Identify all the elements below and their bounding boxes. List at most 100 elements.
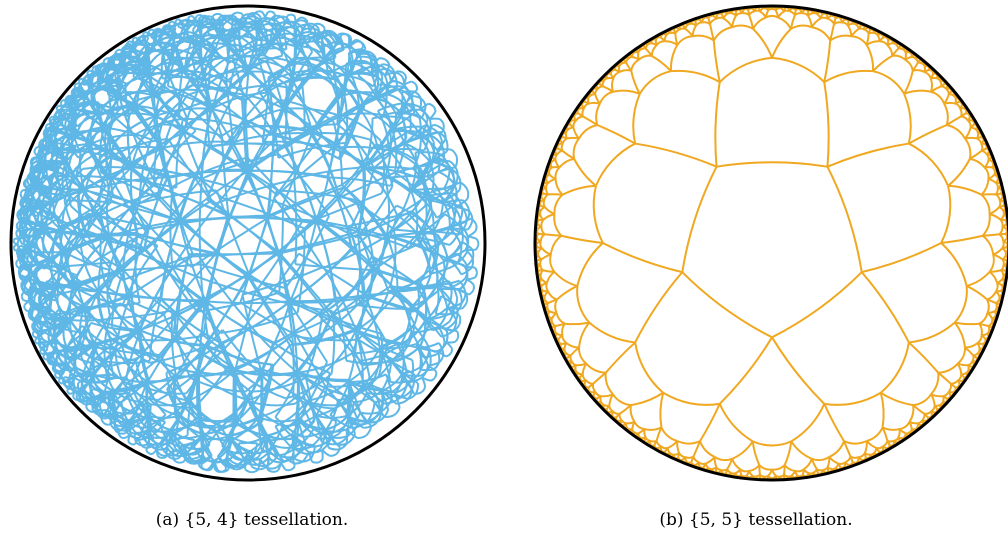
tessellation-edge xyxy=(226,447,241,463)
tessellation-edge xyxy=(58,104,63,108)
tessellation-edge xyxy=(567,123,571,127)
tessellation-edge xyxy=(474,244,480,251)
tessellation-edge xyxy=(177,460,185,464)
tessellation-edge xyxy=(967,120,972,128)
tessellation-edge xyxy=(981,142,986,146)
tessellation-edge xyxy=(714,455,733,462)
tessellation-edge xyxy=(641,436,647,440)
tessellation-edge xyxy=(251,468,259,474)
tessellation-edge xyxy=(389,143,406,187)
tessellation-edge xyxy=(77,78,81,82)
tessellation-edge xyxy=(107,235,173,268)
tessellation-edge xyxy=(72,396,76,401)
tessellation-edge xyxy=(80,100,99,105)
tessellation-edge xyxy=(455,307,459,321)
tessellation-edge xyxy=(537,258,542,262)
tessellation-edge xyxy=(980,179,990,196)
tessellation-edge xyxy=(202,468,209,471)
tessellation-edge xyxy=(400,320,426,346)
tessellation-edge xyxy=(183,42,192,71)
tessellation-edge xyxy=(54,370,61,375)
tessellation-edge xyxy=(385,59,391,66)
tessellation-edge xyxy=(27,315,33,321)
tessellation-edge xyxy=(201,153,279,180)
tessellation-edge xyxy=(121,254,194,282)
tessellation-edge xyxy=(305,32,318,46)
tessellation-edge xyxy=(259,19,272,25)
tessellation-edge xyxy=(245,399,296,407)
tessellation-edge xyxy=(266,435,280,457)
tessellation-edge xyxy=(604,372,614,395)
tessellation-edge xyxy=(135,210,193,268)
tessellation-edge xyxy=(545,282,550,293)
tessellation-edge xyxy=(134,360,156,401)
tessellation-edge xyxy=(127,440,132,445)
tessellation-edge xyxy=(349,40,358,47)
tessellation-edge xyxy=(726,458,734,470)
tessellation-edge xyxy=(40,341,48,347)
tessellation-edge xyxy=(84,372,111,377)
tessellation-edge xyxy=(172,32,177,48)
tessellation-edge xyxy=(432,105,437,113)
tessellation-edge xyxy=(116,48,121,52)
tessellation-edge xyxy=(572,120,577,128)
tessellation-edge xyxy=(964,127,972,140)
tessellation-edge xyxy=(135,104,184,120)
tessellation-edge xyxy=(654,39,658,46)
tessellation-edge xyxy=(823,69,874,83)
tessellation-edge xyxy=(886,44,894,56)
tessellation-edge xyxy=(77,82,84,88)
tessellation-edge xyxy=(58,106,64,113)
tessellation-edge xyxy=(296,228,306,313)
tessellation-edge xyxy=(933,404,939,410)
tessellation-edge xyxy=(546,172,550,176)
tessellation-edge xyxy=(980,194,991,215)
tessellation-edge xyxy=(319,35,324,53)
tessellation-edge xyxy=(191,84,243,101)
tessellation-edge xyxy=(72,342,96,361)
tessellation-edge xyxy=(267,10,272,14)
tessellation-edge xyxy=(978,312,989,325)
tessellation-edge xyxy=(328,446,340,451)
tessellation-edge xyxy=(764,9,770,18)
tessellation-edge xyxy=(541,191,544,195)
tessellation-edge xyxy=(345,429,349,444)
tessellation-edge xyxy=(827,142,910,168)
tessellation-edge xyxy=(820,11,824,15)
tessellation-edge xyxy=(955,385,959,389)
tessellation-edge xyxy=(118,70,130,94)
tessellation-edge xyxy=(964,109,968,114)
tessellation-edge xyxy=(54,175,77,202)
tessellation-edge xyxy=(418,177,433,213)
tessellation-edge xyxy=(857,24,862,30)
tessellation-edge xyxy=(908,404,915,423)
tessellation-edge xyxy=(394,163,431,174)
tessellation-edge xyxy=(95,63,101,68)
tessellation-edge xyxy=(614,68,621,73)
tessellation-edge xyxy=(167,85,214,110)
tessellation-edge xyxy=(63,200,81,238)
tessellation-edge xyxy=(557,334,563,340)
tessellation-edge xyxy=(803,458,813,471)
tessellation-edge xyxy=(778,476,782,480)
tessellation-edge xyxy=(605,341,636,374)
tessellation-edge xyxy=(172,267,222,334)
tessellation-edge xyxy=(554,179,564,196)
tessellation-edge xyxy=(192,54,220,86)
tessellation-edge xyxy=(138,43,149,48)
tessellation-edge xyxy=(413,90,422,99)
tessellation-edge xyxy=(78,397,83,404)
tessellation-edge xyxy=(51,363,56,370)
tessellation-edge xyxy=(986,299,990,314)
tessellation-edge xyxy=(903,93,912,144)
tessellation-edge xyxy=(130,385,150,415)
tessellation-edge xyxy=(319,23,326,30)
tessellation-edge xyxy=(15,229,19,235)
tessellation-edge xyxy=(239,124,309,132)
tessellation-edge xyxy=(31,331,35,335)
tessellation-edge xyxy=(148,48,168,54)
tessellation-edge xyxy=(115,52,124,57)
tessellation-edge xyxy=(184,458,193,465)
tessellation-edge xyxy=(929,68,933,72)
tessellation-edge xyxy=(692,463,696,466)
